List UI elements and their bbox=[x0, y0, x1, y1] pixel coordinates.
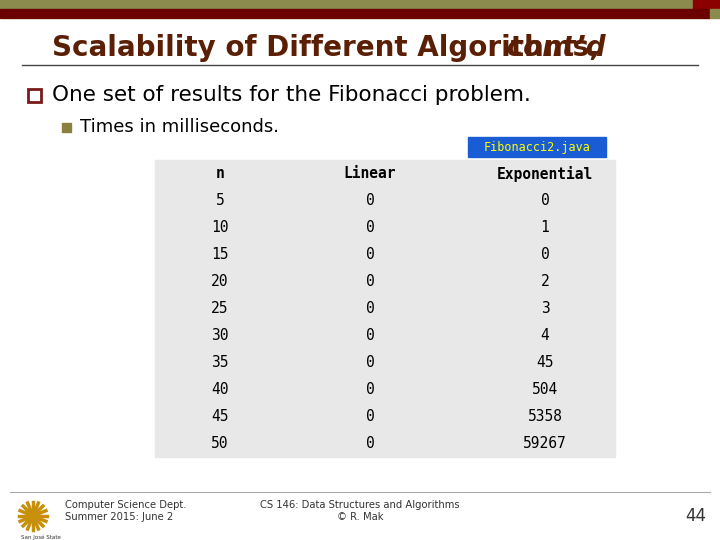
Text: 25: 25 bbox=[211, 301, 229, 316]
Text: 30: 30 bbox=[211, 328, 229, 343]
Text: 0: 0 bbox=[366, 274, 374, 289]
Text: 45: 45 bbox=[536, 355, 554, 370]
Text: San José State
UNIVERSITY: San José State UNIVERSITY bbox=[21, 534, 61, 540]
Bar bbox=[710, 9, 720, 18]
Text: n: n bbox=[215, 166, 225, 181]
Text: 504: 504 bbox=[532, 382, 558, 397]
Text: 0: 0 bbox=[366, 355, 374, 370]
Bar bbox=[155, 160, 615, 457]
Text: 0: 0 bbox=[541, 193, 549, 208]
Text: 50: 50 bbox=[211, 436, 229, 451]
Text: Times in milliseconds.: Times in milliseconds. bbox=[80, 118, 279, 136]
Text: 3: 3 bbox=[541, 301, 549, 316]
Bar bbox=[468, 137, 606, 157]
Text: 0: 0 bbox=[366, 193, 374, 208]
Bar bbox=[0, 0, 693, 9]
Text: cont’d: cont’d bbox=[497, 34, 606, 62]
Circle shape bbox=[27, 510, 39, 522]
Text: 4: 4 bbox=[541, 328, 549, 343]
Text: 44: 44 bbox=[685, 507, 706, 525]
Text: 0: 0 bbox=[366, 220, 374, 235]
Text: 5: 5 bbox=[215, 193, 225, 208]
Text: One set of results for the Fibonacci problem.: One set of results for the Fibonacci pro… bbox=[52, 85, 531, 105]
Bar bbox=[0, 9, 710, 18]
Text: 10: 10 bbox=[211, 220, 229, 235]
Text: 0: 0 bbox=[366, 382, 374, 397]
Bar bbox=[28, 89, 41, 102]
Text: 35: 35 bbox=[211, 355, 229, 370]
Text: Linear: Linear bbox=[343, 166, 396, 181]
Bar bbox=[693, 0, 720, 9]
Text: Fibonacci2.java: Fibonacci2.java bbox=[484, 140, 590, 153]
Text: 20: 20 bbox=[211, 274, 229, 289]
Text: Scalability of Different Algorithms,: Scalability of Different Algorithms, bbox=[52, 34, 600, 62]
Bar bbox=[62, 123, 71, 132]
Text: 0: 0 bbox=[366, 409, 374, 424]
Text: 0: 0 bbox=[366, 301, 374, 316]
Text: 0: 0 bbox=[366, 436, 374, 451]
Text: 0: 0 bbox=[541, 247, 549, 262]
Text: CS 146: Data Structures and Algorithms
© R. Mak: CS 146: Data Structures and Algorithms ©… bbox=[260, 500, 460, 522]
Text: 15: 15 bbox=[211, 247, 229, 262]
Text: 45: 45 bbox=[211, 409, 229, 424]
Text: 40: 40 bbox=[211, 382, 229, 397]
Text: 59267: 59267 bbox=[523, 436, 567, 451]
Text: Computer Science Dept.
Summer 2015: June 2: Computer Science Dept. Summer 2015: June… bbox=[65, 500, 186, 522]
Text: Exponential: Exponential bbox=[497, 165, 593, 181]
Text: 0: 0 bbox=[366, 247, 374, 262]
Text: 2: 2 bbox=[541, 274, 549, 289]
Text: 0: 0 bbox=[366, 328, 374, 343]
Text: 5358: 5358 bbox=[528, 409, 562, 424]
Text: 1: 1 bbox=[541, 220, 549, 235]
